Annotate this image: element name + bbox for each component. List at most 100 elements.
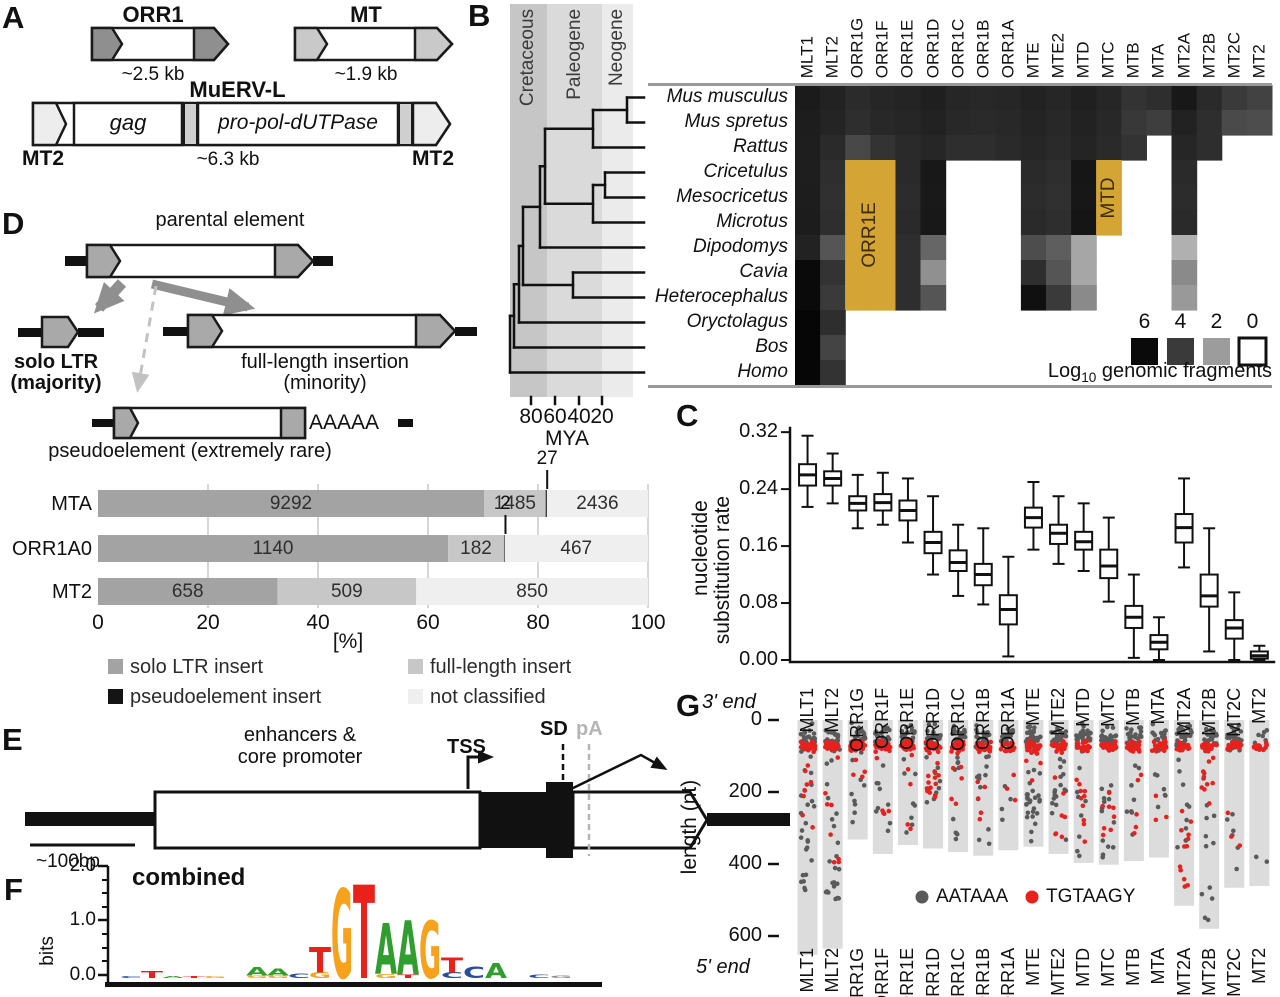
panel-b-label: B xyxy=(468,0,491,33)
strip-dot-aataaa xyxy=(805,839,811,844)
heatmap-cell xyxy=(820,160,846,186)
heatmap-cell xyxy=(820,135,846,161)
strip-dot-tgtaagy xyxy=(977,816,983,822)
heatmap-cell xyxy=(820,360,846,386)
strip-bar xyxy=(1123,720,1144,862)
strip-dot-aataaa xyxy=(1037,797,1043,803)
heatmap-cell xyxy=(1020,160,1047,186)
heatmap-cell xyxy=(1071,235,1097,261)
strip-dot-tgtaagy xyxy=(862,769,868,775)
b-column-label: MTB xyxy=(1124,41,1144,78)
scalebar-label: ~100bp xyxy=(36,851,100,872)
strip-dot-aataaa xyxy=(935,765,941,771)
strip-dot-tgtaagy xyxy=(810,825,815,830)
strip-dot-tgtaagy xyxy=(1136,749,1142,754)
strip-dot-aataaa xyxy=(1031,806,1037,811)
strip-dot-aataaa xyxy=(978,784,983,790)
heatmap-cell xyxy=(1071,160,1097,186)
strip-dot-tgtaagy xyxy=(802,768,808,774)
heatmap-cell xyxy=(895,235,922,261)
c-category-label: ORR1C xyxy=(947,687,968,751)
strip-dot-tgtaagy xyxy=(953,801,959,807)
strip-dot-tgtaagy xyxy=(1163,814,1169,820)
parental-element-label: parental element xyxy=(155,209,305,231)
strip-dot-aataaa xyxy=(1031,729,1036,735)
strip-dot-tgtaagy xyxy=(933,781,939,787)
strip-dot-tgtaagy xyxy=(1008,748,1013,754)
d-xtick-label: 100 xyxy=(630,611,666,634)
strip-dot-aataaa xyxy=(986,827,991,832)
heatmap-cell xyxy=(1171,210,1198,236)
strip-dot-aataaa xyxy=(976,837,982,843)
strip-dot-tgtaagy xyxy=(1081,821,1087,827)
pa-label: pA xyxy=(576,718,603,740)
ltr-right xyxy=(273,243,315,279)
heatmap-cell xyxy=(845,135,871,161)
gag-label: gag xyxy=(109,110,147,135)
bar-segment-full xyxy=(277,578,417,605)
strip-dot-aataaa xyxy=(937,735,942,741)
logo-letter: A xyxy=(246,965,269,978)
strip-dot-aataaa xyxy=(1101,799,1107,805)
ltr-right xyxy=(411,101,452,147)
strip-dot-tgtaagy xyxy=(1133,824,1139,830)
strip-dot-aataaa xyxy=(835,840,841,846)
strip-dot-aataaa xyxy=(1030,788,1036,794)
logo-letter: G xyxy=(246,975,268,979)
logo-letter: C xyxy=(120,975,142,979)
heatmap-cell xyxy=(895,285,922,311)
strip-dot-aataaa xyxy=(1027,798,1033,804)
solo-ltr-majority: (majority) xyxy=(10,372,102,394)
strip-dot-aataaa xyxy=(852,734,858,740)
orr1-title: ORR1 xyxy=(122,2,184,27)
strip-dot-tgtaagy xyxy=(923,740,929,745)
strip-dot-aataaa xyxy=(1150,721,1156,727)
b-column-label: MLT1 xyxy=(797,35,817,78)
g-ytick-label: 600 xyxy=(728,924,762,946)
c-category-label: ORR1D xyxy=(922,687,943,751)
strip-dot-aataaa xyxy=(1105,844,1111,849)
strip-dot-tgtaagy xyxy=(1176,739,1182,745)
strip-dot-tgtaagy xyxy=(859,774,865,780)
heatmap-cell xyxy=(895,210,922,236)
heatmap-cell xyxy=(945,85,972,111)
c-ylabel-line1: nucleotide xyxy=(688,500,712,596)
strip-dot-aataaa xyxy=(1162,792,1168,798)
strip-dot-tgtaagy xyxy=(811,749,816,755)
strip-dot-aataaa xyxy=(803,820,809,826)
bar-segment-solo xyxy=(98,535,449,562)
strip-dot-tgtaagy xyxy=(1134,812,1139,817)
logo-title: combined xyxy=(132,864,246,891)
d-legend-swatch xyxy=(108,689,123,704)
strip-dot-aataaa xyxy=(1177,769,1182,774)
heatmap-cell xyxy=(995,110,1022,136)
strip-dot-tgtaagy xyxy=(1206,742,1211,748)
g-category-label: ORR1B xyxy=(972,947,993,997)
strip-dot-tgtaagy xyxy=(1031,747,1036,753)
strip-dot-aataaa xyxy=(829,758,834,763)
g-category-label: MLT2 xyxy=(822,947,843,993)
strip-dot-tgtaagy xyxy=(1085,748,1090,754)
strip-dot-tgtaagy xyxy=(1100,832,1106,838)
strip-dot-aataaa xyxy=(862,735,867,740)
legend-value: 6 xyxy=(1138,310,1151,333)
strip-dot-aataaa xyxy=(1057,756,1063,762)
logo-letter: A xyxy=(397,908,419,993)
heatmap xyxy=(648,83,1273,388)
pseudoelement-label: pseudoelement (extremely rare) xyxy=(48,440,332,462)
logo-letter: T xyxy=(141,969,164,980)
strip-dot-aataaa xyxy=(1175,844,1180,850)
c-category-label: MTE xyxy=(1023,687,1044,726)
strip-dot-aataaa xyxy=(1132,734,1138,740)
strip-dot-aataaa xyxy=(1108,783,1114,788)
strip-dot-tgtaagy xyxy=(1177,864,1183,869)
b-column-label: ORR1F xyxy=(873,20,893,78)
muervl-title: MuERV-L xyxy=(189,77,286,102)
strip-dot-tgtaagy xyxy=(1179,808,1185,814)
strip-dot-aataaa xyxy=(955,755,960,760)
strip-dot-tgtaagy xyxy=(1179,827,1184,833)
strip-dot-tgtaagy xyxy=(1214,742,1219,748)
strip-dot-tgtaagy xyxy=(958,764,964,770)
strip-dot-tgtaagy xyxy=(800,812,805,818)
strip-dot-tgtaagy xyxy=(906,745,911,750)
